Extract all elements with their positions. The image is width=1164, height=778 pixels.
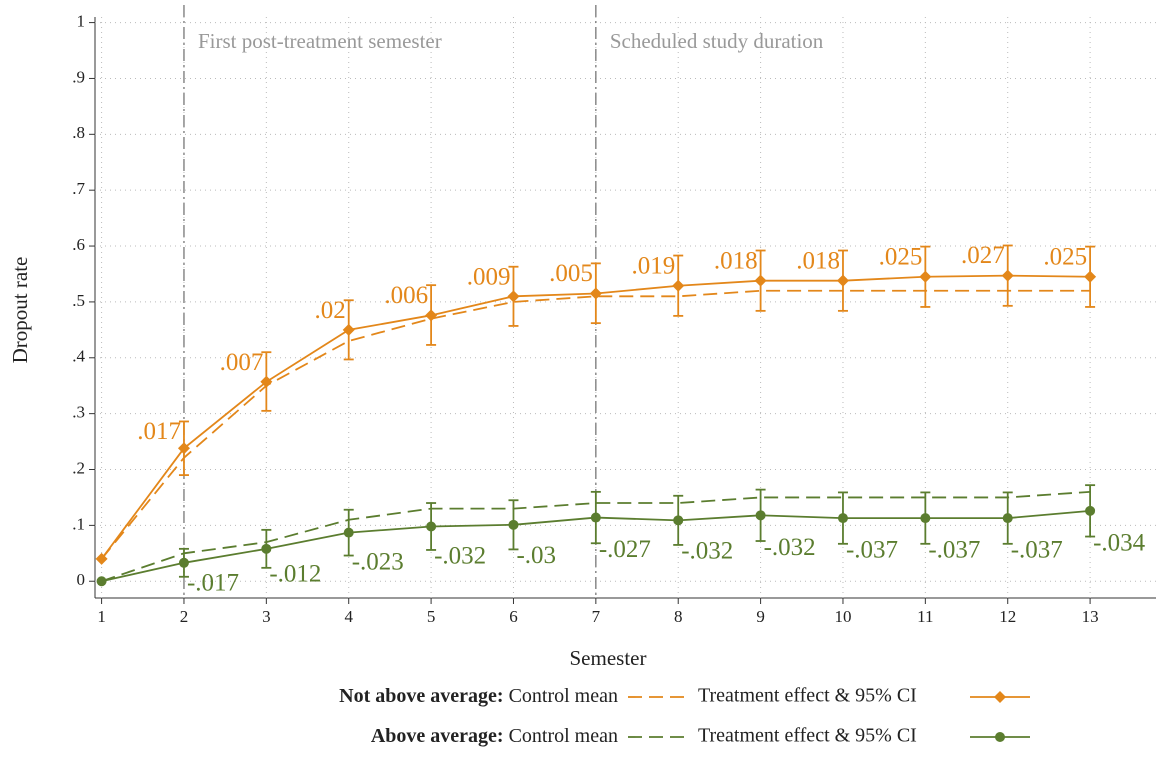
marker <box>836 274 849 287</box>
data-label: -.032 <box>764 534 816 561</box>
data-label: -.037 <box>1011 537 1063 564</box>
data-label: -.037 <box>928 537 980 564</box>
annotation: Scheduled study duration <box>610 29 824 53</box>
marker <box>508 519 519 530</box>
legend-label: Treatment effect & 95% CI <box>698 685 917 707</box>
x-tick-label: 9 <box>756 607 765 626</box>
data-label: -.03 <box>516 542 556 569</box>
marker <box>754 274 767 287</box>
data-label: -.032 <box>681 538 733 565</box>
marker <box>342 323 355 336</box>
y-tick-label: .8 <box>72 123 85 142</box>
marker <box>343 527 354 538</box>
data-label: -.017 <box>187 570 239 597</box>
y-tick-label: .2 <box>72 458 85 477</box>
marker <box>177 442 190 455</box>
y-axis-title: Dropout rate <box>8 257 32 364</box>
y-tick-label: .3 <box>72 403 85 422</box>
data-label: .005 <box>549 260 593 287</box>
data-label: -.034 <box>1093 529 1146 556</box>
x-tick-label: 5 <box>427 607 436 626</box>
legend-entry: Control mean <box>509 725 618 747</box>
y-tick-label: 0 <box>77 570 86 589</box>
marker <box>507 290 520 303</box>
legend-marker <box>995 732 1005 742</box>
legend-marker <box>994 691 1006 703</box>
y-tick-label: .9 <box>72 67 85 86</box>
data-label: .025 <box>1043 243 1087 270</box>
data-label: .006 <box>384 282 428 309</box>
data-label: -.027 <box>599 536 651 563</box>
x-tick-label: 2 <box>180 607 189 626</box>
legend-label: Above average: Control mean <box>371 725 618 747</box>
data-label: -.012 <box>269 561 321 588</box>
y-tick-label: .7 <box>72 179 85 198</box>
data-label: -.037 <box>846 537 898 564</box>
x-tick-label: 7 <box>592 607 601 626</box>
x-tick-label: 1 <box>97 607 106 626</box>
marker <box>1085 505 1096 516</box>
y-tick-label: .1 <box>72 514 85 533</box>
legend-group: Not above average: <box>339 685 503 707</box>
annotation: First post-treatment semester <box>198 29 442 53</box>
marker <box>590 512 601 523</box>
marker <box>95 552 108 565</box>
marker <box>589 287 602 300</box>
marker <box>919 270 932 283</box>
legend-label: Not above average: Control mean <box>339 685 618 707</box>
marker <box>96 576 107 587</box>
data-label: .007 <box>220 349 264 376</box>
data-label: .025 <box>879 243 923 270</box>
marker <box>1001 269 1014 282</box>
y-tick-label: .6 <box>72 235 85 254</box>
marker <box>673 515 684 526</box>
marker <box>755 510 766 521</box>
y-tick-label: 1 <box>77 11 86 30</box>
y-tick-label: .5 <box>72 291 85 310</box>
data-label: .017 <box>137 418 181 445</box>
x-tick-label: 12 <box>999 607 1016 626</box>
data-label: -.032 <box>434 543 486 570</box>
marker <box>426 521 437 532</box>
data-label: .019 <box>631 252 675 279</box>
data-label: -.023 <box>352 548 404 575</box>
legend-label: Treatment effect & 95% CI <box>698 725 917 747</box>
x-tick-label: 4 <box>344 607 353 626</box>
x-tick-label: 3 <box>262 607 271 626</box>
x-axis-title: Semester <box>570 646 647 670</box>
marker <box>837 513 848 524</box>
y-tick-label: .4 <box>72 347 85 366</box>
x-tick-label: 11 <box>917 607 933 626</box>
x-tick-label: 10 <box>834 607 851 626</box>
marker <box>672 279 685 292</box>
data-label: .02 <box>314 297 345 324</box>
x-tick-label: 6 <box>509 607 518 626</box>
legend-group: Above average: <box>371 725 504 747</box>
marker <box>920 513 931 524</box>
x-tick-label: 13 <box>1082 607 1099 626</box>
marker <box>1002 513 1013 524</box>
marker <box>260 375 273 388</box>
x-tick-label: 8 <box>674 607 683 626</box>
marker <box>261 543 272 554</box>
marker <box>178 557 189 568</box>
data-label: .009 <box>467 263 511 290</box>
marker <box>1084 270 1097 283</box>
data-label: .027 <box>961 242 1005 269</box>
data-label: .018 <box>796 247 840 274</box>
data-label: .018 <box>714 247 758 274</box>
legend-entry: Control mean <box>509 685 618 707</box>
marker <box>425 309 438 322</box>
